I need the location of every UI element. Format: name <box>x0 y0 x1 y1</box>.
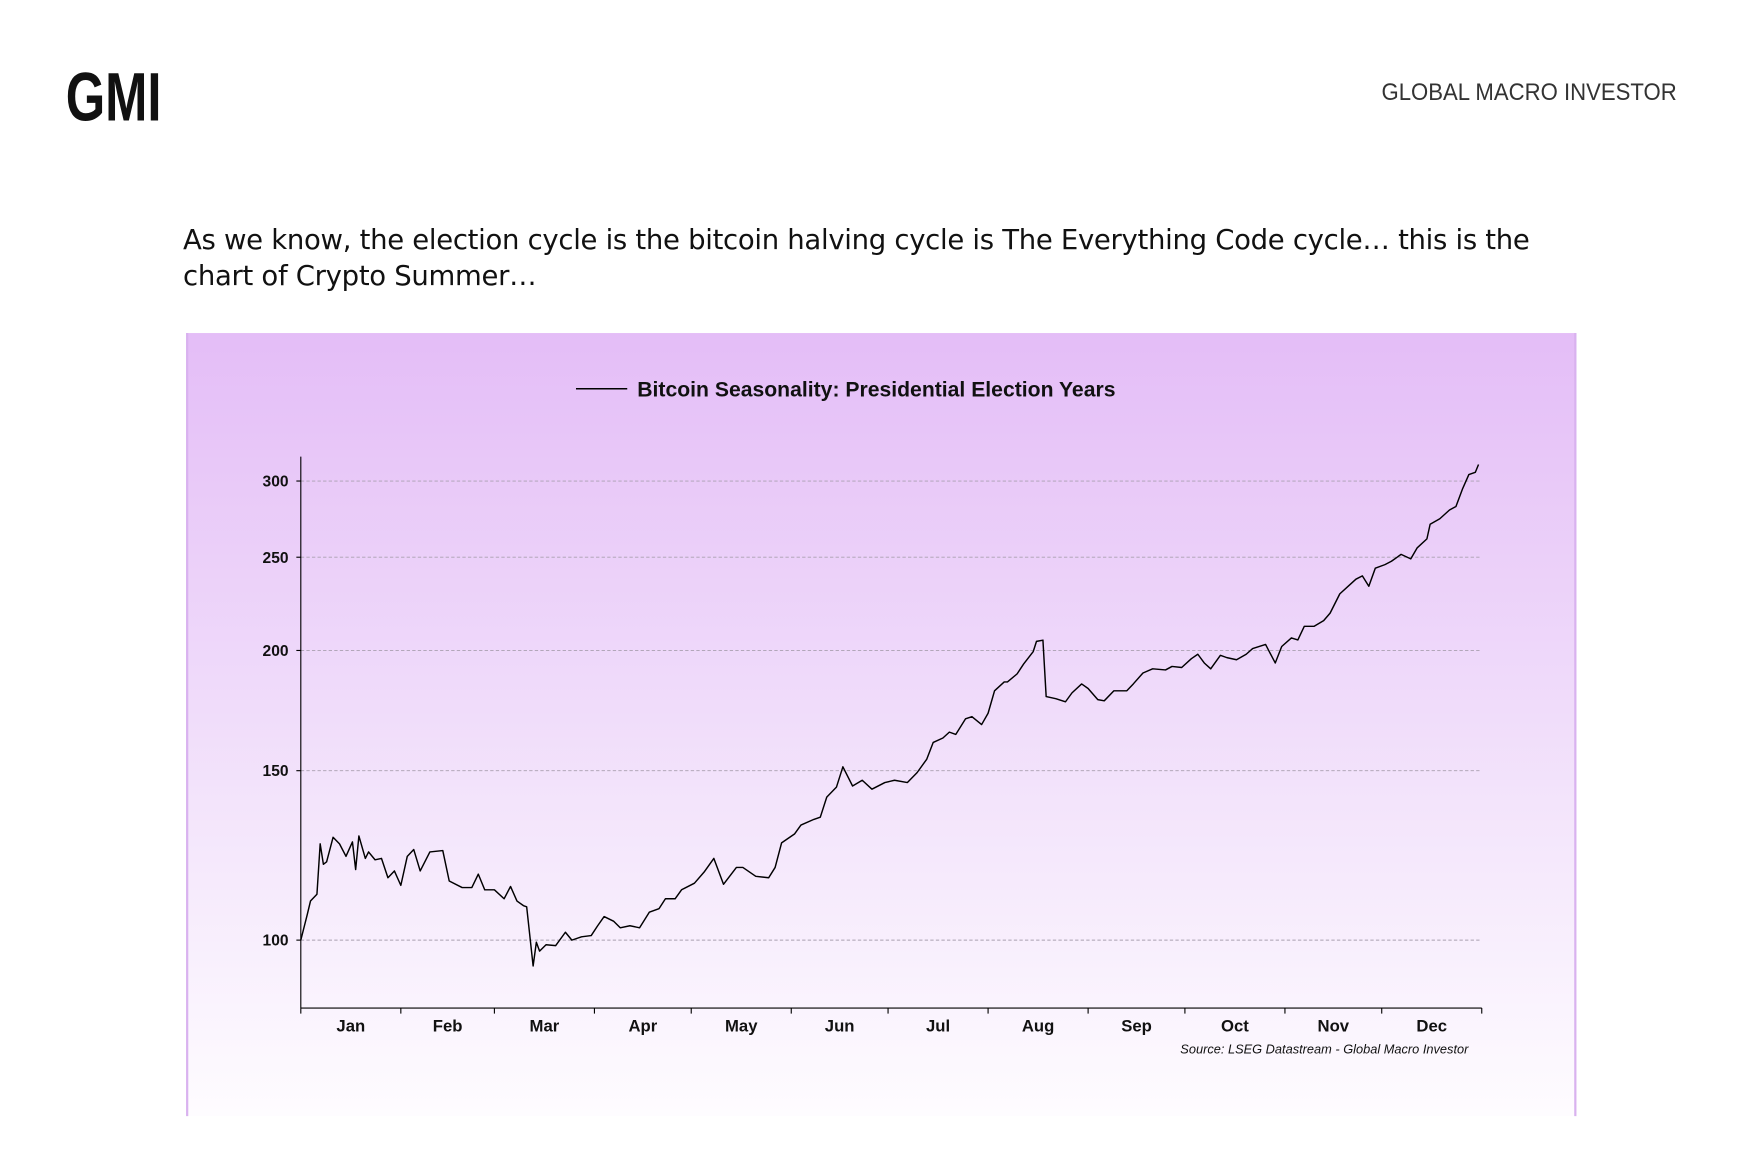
intro-text: As we know, the election cycle is the bi… <box>183 224 1530 292</box>
x-tick-label: Mar <box>530 1016 560 1035</box>
chart-panel <box>186 333 1577 1117</box>
y-tick-label: 150 <box>263 763 289 780</box>
x-tick-label: Oct <box>1221 1016 1249 1035</box>
x-tick-label: Sep <box>1121 1016 1152 1035</box>
plot: 100 150 200 250 300 Jan Feb Mar Apr May Jun Jul Aug S… <box>263 379 1483 1057</box>
y-tick-label: 250 <box>263 550 289 567</box>
x-tick-label: Aug <box>1022 1016 1054 1035</box>
x-tick-label: Jul <box>926 1016 950 1035</box>
x-tick-label: Nov <box>1318 1016 1350 1035</box>
legend-label: Bitcoin Seasonality: Presidential Electi… <box>637 379 1115 402</box>
brand: GLOBAL MACRO INVESTOR <box>1381 79 1676 106</box>
data-line <box>300 464 1480 967</box>
x-tick-label: Dec <box>1416 1016 1447 1035</box>
y-tick-label: 200 <box>263 643 289 660</box>
x-tick-label: May <box>725 1016 758 1035</box>
x-tick-label: Feb <box>433 1016 463 1035</box>
y-tick-label: 100 <box>263 933 289 950</box>
x-tick-label: Jan <box>336 1016 365 1035</box>
x-tick-label: Jun <box>825 1016 855 1035</box>
y-tick-label: 300 <box>263 474 289 491</box>
source-note: Source: LSEG Datastream - Global Macro I… <box>1180 1042 1469 1057</box>
x-tick-label: Apr <box>628 1016 657 1035</box>
logo: GMI <box>66 57 162 135</box>
